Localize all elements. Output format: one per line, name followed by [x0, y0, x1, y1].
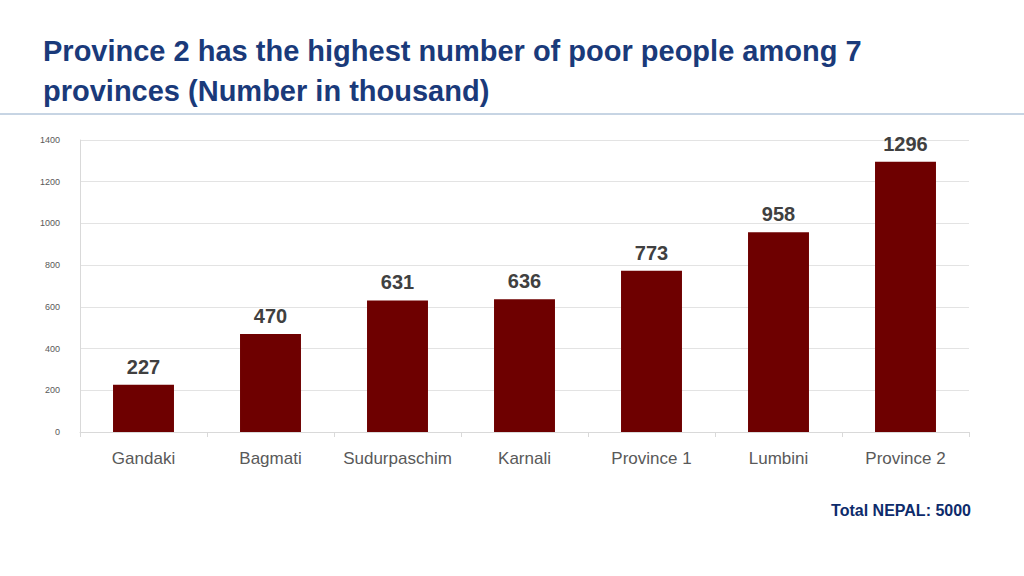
svg-text:470: 470	[254, 305, 287, 327]
svg-text:200: 200	[45, 385, 60, 395]
svg-text:631: 631	[381, 271, 414, 293]
svg-text:Sudurpaschim: Sudurpaschim	[343, 449, 452, 468]
svg-text:Karnali: Karnali	[498, 449, 551, 468]
svg-text:1296: 1296	[883, 133, 928, 155]
svg-text:provinces (Number in thousand): provinces (Number in thousand)	[43, 75, 489, 107]
svg-text:Bagmati: Bagmati	[239, 449, 301, 468]
svg-text:0: 0	[55, 427, 60, 437]
svg-text:1200: 1200	[40, 177, 60, 187]
svg-text:1400: 1400	[40, 135, 60, 145]
svg-text:600: 600	[45, 302, 60, 312]
svg-text:1000: 1000	[40, 218, 60, 228]
svg-text:958: 958	[762, 203, 795, 225]
svg-text:Province 2: Province 2	[865, 449, 945, 468]
svg-text:800: 800	[45, 260, 60, 270]
svg-text:636: 636	[508, 270, 541, 292]
svg-text:Total NEPAL: 5000: Total NEPAL: 5000	[831, 502, 971, 519]
svg-text:227: 227	[127, 356, 160, 378]
svg-text:Province 1: Province 1	[611, 449, 691, 468]
svg-text:Lumbini: Lumbini	[749, 449, 809, 468]
svg-text:400: 400	[45, 344, 60, 354]
svg-text:773: 773	[635, 242, 668, 264]
svg-text:Province 2 has the highest num: Province 2 has the highest number of poo…	[43, 35, 870, 67]
svg-text:Gandaki: Gandaki	[112, 449, 175, 468]
